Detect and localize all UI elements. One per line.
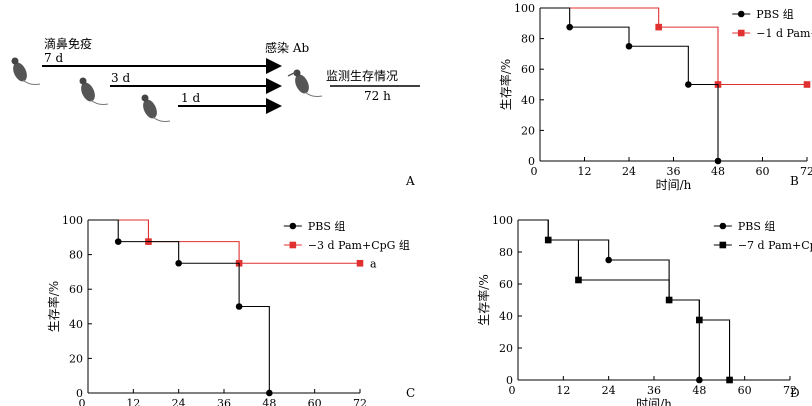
mouse-icon-day3	[79, 77, 109, 105]
series-0-point	[685, 81, 692, 88]
legend-label-1: −3 d Pam+CpG 组	[308, 238, 410, 252]
x-tick-label: 60	[738, 384, 752, 397]
series-0-point	[114, 238, 122, 245]
y-axis-label: 生存率/%	[498, 59, 513, 110]
mouse-icon-day1	[141, 94, 171, 122]
immunize-label: 滴鼻免疫	[44, 36, 92, 51]
x-tick-label: 48	[711, 165, 725, 178]
significance-annotation: a	[370, 257, 377, 270]
x-tick-label: 24	[602, 384, 616, 397]
x-tick-label: 48	[692, 384, 706, 397]
series-0-point	[175, 259, 182, 267]
mouse-icon-infection	[287, 69, 323, 97]
series-0-point	[544, 236, 552, 244]
x-tick-label: 48	[262, 397, 276, 406]
legend-marker-1	[289, 241, 297, 249]
series-0-point	[605, 256, 612, 264]
y-tick-label: 60	[499, 278, 513, 291]
legend-label-0: PBS 组	[756, 7, 794, 21]
series-0-point	[625, 42, 633, 50]
panel-letter-c: C	[406, 386, 416, 400]
y-tick-label: 40	[499, 310, 513, 323]
y-tick-label: 40	[69, 318, 83, 331]
y-tick-label: 60	[521, 63, 535, 76]
y-tick-label: 0	[76, 387, 83, 400]
series-1-point	[803, 81, 811, 88]
x-tick-label: 12	[126, 397, 140, 406]
panel-letter-b: B	[790, 174, 799, 188]
legend-label-1: −1 d Pam+CpG 组	[756, 26, 812, 40]
series-0-point	[266, 389, 273, 397]
y-tick-label: 80	[499, 246, 513, 259]
hours-label: 72 h	[364, 89, 391, 103]
y-axis-label: 生存率/%	[476, 274, 491, 325]
x-tick-label: 0	[509, 384, 516, 397]
series-1-point	[356, 259, 364, 267]
y-tick-label: 100	[62, 214, 83, 227]
y-tick-label: 20	[499, 342, 513, 355]
day3-label: 3 d	[111, 71, 130, 85]
x-axis-label: 时间/h	[656, 178, 692, 192]
series-0-point	[714, 157, 722, 165]
legend-label-0: PBS 组	[738, 219, 776, 233]
x-tick-label: 36	[667, 165, 681, 178]
y-tick-label: 20	[69, 352, 83, 365]
x-tick-label: 72	[800, 165, 812, 178]
survival-chart-d: 0 20 40 60 80 100 0 12 24 36 48 60 72 时间/h 生存率/% PBS 组 −…	[476, 214, 812, 406]
x-axis-label: 时间/h	[636, 397, 672, 406]
y-tick-label: 20	[521, 124, 535, 137]
monitor-label: 监测生存情况	[326, 69, 398, 83]
x-tick-label: 36	[217, 397, 231, 406]
y-tick-label: 60	[69, 283, 83, 296]
panel-letter-d: D	[790, 386, 800, 400]
x-tick-label: 0	[531, 165, 538, 178]
legend-marker-0	[737, 10, 745, 18]
series-0-point	[566, 23, 573, 31]
x-tick-label: 72	[353, 397, 367, 406]
x-tick-label: 24	[172, 397, 186, 406]
x-tick-label: 12	[578, 165, 592, 178]
x-tick-label: 60	[756, 165, 770, 178]
x-tick-label: 12	[556, 384, 570, 397]
experiment-schematic: 滴鼻免疫 7 d 3 d 1 d 感染 Ab 监测生存情况 72 h	[11, 36, 420, 122]
day1-label: 1 d	[181, 91, 200, 105]
series-1-point	[575, 276, 582, 284]
series-1-point	[726, 376, 733, 384]
x-tick-label: 60	[308, 397, 322, 406]
series-0-point	[696, 376, 703, 384]
legend-label-0: PBS 组	[308, 219, 346, 233]
y-tick-label: 100	[514, 2, 535, 15]
series-line-1	[88, 219, 360, 264]
x-tick-label: 36	[647, 384, 661, 397]
legend-label-1: −7 d Pam+CpG 组	[738, 238, 812, 252]
day7-label: 7 d	[44, 51, 63, 65]
mouse-icon-day7	[11, 57, 41, 85]
series-0-point	[665, 296, 673, 304]
y-tick-label: 80	[521, 33, 535, 46]
series-1-point	[655, 23, 662, 31]
x-tick-label: 72	[783, 384, 797, 397]
y-axis-label: 生存率/%	[46, 281, 61, 332]
series-0-point	[235, 303, 243, 310]
legend-marker-0	[289, 222, 297, 230]
series-line-1	[540, 7, 807, 86]
y-tick-label: 0	[506, 374, 513, 387]
legend-marker-0	[719, 222, 727, 230]
y-tick-label: 40	[521, 94, 535, 107]
x-tick-label: 24	[622, 165, 636, 178]
infect-label: 感染 Ab	[265, 40, 309, 55]
legend-marker-1	[737, 29, 745, 37]
y-tick-label: 0	[528, 155, 535, 168]
y-tick-label: 80	[69, 249, 83, 262]
panel-letter-a: A	[406, 174, 415, 188]
legend-marker-1	[719, 241, 727, 249]
x-tick-label: 0	[79, 397, 86, 406]
y-tick-label: 100	[492, 214, 513, 227]
